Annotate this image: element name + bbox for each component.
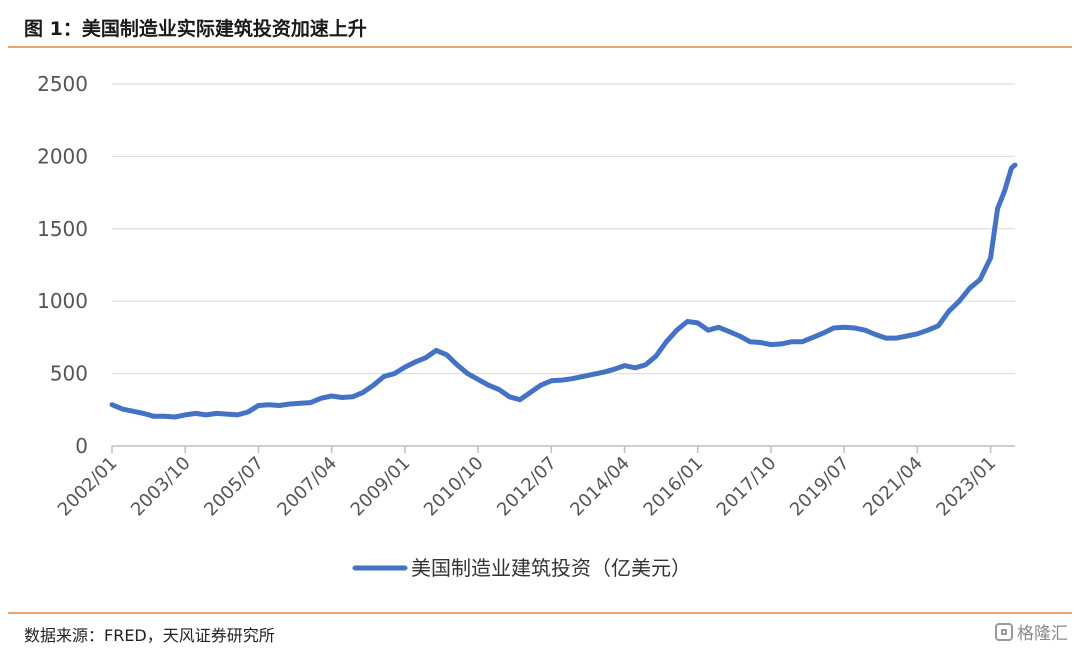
watermark: 格隆汇: [995, 619, 1068, 644]
chart-title: 图 1：美国制造业实际建筑投资加速上升: [24, 18, 367, 40]
x-tick-label-2017-10: 2017/10: [713, 453, 781, 521]
legend-label: 美国制造业建筑投资（亿美元）: [411, 556, 691, 580]
x-tick-label-2023-01: 2023/01: [932, 453, 1000, 521]
watermark-logo-icon: [995, 622, 1013, 641]
watermark-text: 格隆汇: [1017, 624, 1068, 644]
x-tick-label-2007-04: 2007/04: [273, 453, 341, 521]
header-divider: [8, 46, 1072, 48]
series-layer: [109, 162, 1018, 420]
x-tick-label-2002-01: 2002/01: [54, 453, 122, 521]
y-axis-tick-labels: 0 500 1000 1500 2000 2500: [37, 72, 88, 458]
x-tick-label-2003-10: 2003/10: [127, 453, 195, 521]
x-tick-label-2016-01: 2016/01: [640, 453, 708, 521]
series-line-0: [109, 162, 1018, 420]
y-tick-label-500: 500: [50, 362, 88, 386]
y-tick-label-1500: 1500: [37, 217, 88, 241]
x-tick-label-2012-07: 2012/07: [493, 453, 561, 521]
y-tick-label-2000: 2000: [37, 144, 88, 168]
x-tick-label-2010-10: 2010/10: [420, 453, 488, 521]
x-tick-label-2014-04: 2014/04: [566, 453, 634, 521]
x-tick-label-2019-07: 2019/07: [786, 453, 854, 521]
gridlines: [112, 83, 1015, 375]
x-tick-label-2005-07: 2005/07: [200, 453, 268, 521]
x-tick-label-2009-01: 2009/01: [347, 453, 415, 521]
line-chart: 0 500 1000 1500 2000 2500 2002/01 2003/10 2005/…: [37, 72, 1018, 580]
source-note: 数据来源：FRED，天风证券研究所: [24, 626, 275, 645]
legend: 美国制造业建筑投资（亿美元）: [352, 556, 691, 580]
y-tick-label-1000: 1000: [37, 289, 88, 313]
x-tick-label-2021-04: 2021/04: [859, 453, 927, 521]
y-tick-label-2500: 2500: [37, 72, 88, 96]
footer-divider: [8, 612, 1072, 614]
y-tick-label-0: 0: [75, 434, 88, 458]
x-axis: [111, 445, 1015, 453]
x-axis-tick-labels: 2002/01 2003/10 2005/07 2007/04 2009/01 2010/…: [54, 453, 1000, 521]
